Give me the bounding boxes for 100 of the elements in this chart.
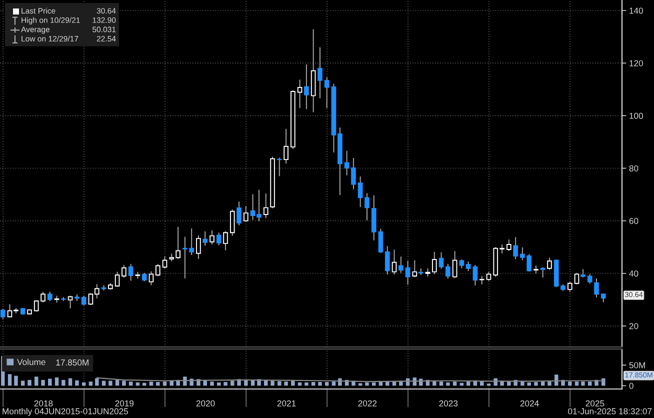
candlestick [297,79,302,109]
candlestick [148,270,154,286]
bar [122,380,126,386]
candlestick [223,230,228,251]
candlestick [351,158,356,190]
bar [365,382,369,386]
bar [581,382,585,386]
bar [244,380,248,386]
candlestick [452,250,458,279]
candlestick [371,194,376,241]
candlestick [344,150,350,176]
candlestick [392,249,397,275]
bar [210,382,214,386]
candlestick [466,261,471,272]
candlestick [122,264,126,278]
y-tick-label: 20 [629,323,638,330]
x-tick-label: 2018 [34,400,53,406]
bar [128,382,133,386]
candlestick [398,256,404,274]
candlestick [324,76,330,109]
x-tick-label: 2019 [115,400,134,406]
candlestick [236,201,242,226]
bar [54,377,59,386]
annotation: 17.850M [56,359,88,366]
bar [149,382,154,386]
candlestick [155,263,160,277]
candlestick [378,228,384,254]
candlestick [513,236,518,260]
candlestick [244,206,248,222]
bar [284,382,288,386]
candlestick [472,264,478,286]
candlestick [567,281,572,292]
bar [534,382,538,386]
candlestick [412,260,418,278]
bar [466,382,470,386]
bar [28,380,32,386]
bar [540,382,545,386]
bar [162,382,167,386]
bar [88,382,93,386]
candlestick [114,271,120,288]
candlestick [547,257,552,270]
y-tick-label: 50M [629,362,645,368]
candlestick [540,266,546,278]
y-tick-label: 120 [630,60,643,66]
candlestick [196,234,201,260]
candlestick [202,230,208,246]
x-tick-label: 2022 [358,400,377,406]
x-tick-label: 2020 [196,400,215,406]
x-tick-label: 2023 [439,400,458,406]
candlestick [0,308,6,320]
text: 01-Jun-2025 18:32:07 [568,408,652,414]
candlestick [318,46,322,99]
candlestick [506,239,512,252]
y-tick-label: 40 [629,270,638,277]
candlestick [162,256,168,269]
bar [95,378,99,386]
candlestick [276,157,282,177]
candlestick [68,295,73,309]
x-tick-label: 2024 [520,400,539,406]
bar [332,382,336,386]
bar [48,378,52,386]
bar [446,382,450,386]
bar [115,380,120,386]
candlestick [216,232,222,246]
bar [452,382,457,386]
bar [8,374,12,386]
x-tick-label: 2025 [586,400,604,406]
bar [108,380,112,386]
bar [574,382,579,386]
bar [520,382,524,386]
candlestick [210,230,214,245]
bar [568,382,572,386]
bar [62,380,66,386]
candlestick [230,209,235,236]
y-tick-label: 60 [629,218,638,224]
bar [548,382,552,386]
candlestick [574,272,580,285]
bar [527,382,531,386]
bar [270,380,274,386]
candlestick [432,251,437,275]
candlestick [587,274,592,284]
text: Monthly 04JUN2015-01JUN2025 [2,408,128,416]
candlestick [81,295,86,306]
bar [278,381,282,386]
candlestick [384,246,390,275]
candlestick [358,176,363,208]
candlestick [594,278,599,298]
y-tick-label: 100 [630,112,643,119]
candlestick [128,263,134,282]
candlestick [405,260,410,286]
bar [507,382,511,386]
bar [439,382,444,386]
candlestick [47,291,52,302]
bar [41,380,45,386]
bar [224,382,228,386]
legend-label: Volume [17,358,46,366]
bar [14,376,18,386]
x-tick-label: 2021 [277,400,296,406]
candlestick [364,192,370,221]
y-tick-label: 80 [629,165,638,172]
